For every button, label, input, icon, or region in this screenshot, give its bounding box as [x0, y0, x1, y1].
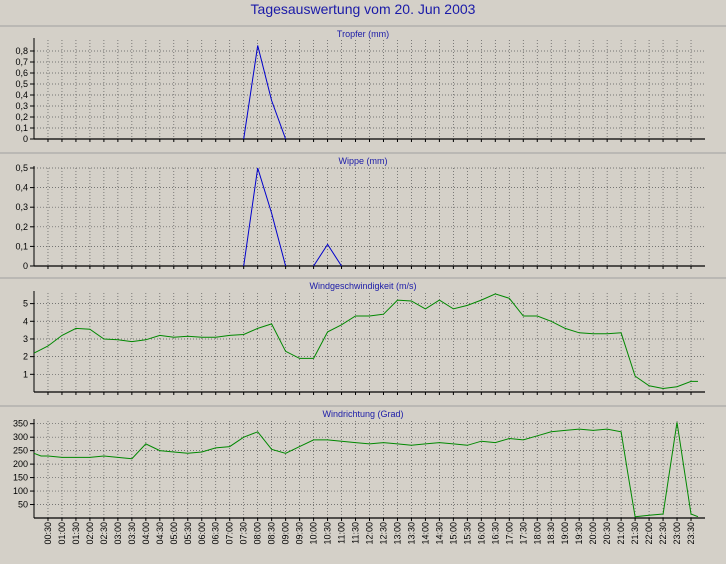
- y-tick-label: 0: [23, 261, 28, 271]
- y-tick-label: 2: [23, 352, 28, 362]
- y-tick-label: 0,4: [15, 90, 28, 100]
- y-tick-label: 1: [23, 369, 28, 379]
- x-tick-label: 22:00: [644, 522, 654, 545]
- y-tick-label: 0,4: [15, 183, 28, 193]
- x-tick-label: 04:00: [141, 522, 151, 545]
- y-tick-label: 200: [13, 459, 28, 469]
- x-tick-label: 23:30: [686, 522, 696, 545]
- y-tick-label: 100: [13, 486, 28, 496]
- page-title: Tagesauswertung vom 20. Jun 2003: [250, 1, 476, 17]
- series-line: [243, 45, 287, 140]
- y-tick-label: 50: [18, 500, 28, 510]
- x-tick-label: 20:00: [588, 522, 598, 545]
- y-tick-label: 5: [23, 299, 28, 309]
- panel-title: Tropfer (mm): [337, 29, 389, 39]
- y-tick-label: 4: [23, 316, 28, 326]
- x-tick-label: 01:00: [57, 522, 67, 545]
- x-tick-label: 11:00: [337, 522, 347, 544]
- x-tick-label: 15:30: [462, 522, 472, 545]
- x-tick-label: 12:30: [378, 522, 388, 545]
- series-line: [313, 243, 342, 267]
- x-tick-label: 14:00: [420, 522, 430, 545]
- x-tick-label: 23:00: [672, 522, 682, 545]
- x-tick-label: 11:30: [351, 522, 361, 544]
- y-tick-label: 0: [23, 134, 28, 144]
- x-tick-label: 10:30: [323, 522, 333, 545]
- x-tick-label: 22:30: [658, 522, 668, 545]
- y-tick-label: 0,5: [15, 163, 28, 173]
- y-tick-label: 150: [13, 473, 28, 483]
- x-tick-label: 07:30: [239, 522, 249, 545]
- y-tick-label: 250: [13, 446, 28, 456]
- y-tick-label: 0,7: [15, 57, 28, 67]
- panel-title: Windgeschwindigkeit (m/s): [309, 281, 416, 291]
- y-tick-label: 0,1: [15, 241, 28, 251]
- x-tick-label: 21:30: [630, 522, 640, 545]
- x-tick-label: 03:30: [127, 522, 137, 545]
- x-tick-label: 07:00: [225, 522, 235, 545]
- x-tick-label: 06:00: [197, 522, 207, 545]
- x-tick-label: 17:30: [518, 522, 528, 545]
- x-tick-label: 16:30: [490, 522, 500, 545]
- x-tick-label: 09:30: [295, 522, 305, 545]
- x-tick-label: 13:30: [406, 522, 416, 545]
- y-tick-label: 0,6: [15, 68, 28, 78]
- panel-title: Windrichtung (Grad): [322, 409, 403, 419]
- x-tick-label: 10:00: [309, 522, 319, 545]
- x-tick-label: 15:00: [448, 522, 458, 545]
- x-tick-label: 01:30: [71, 522, 81, 545]
- x-tick-label: 02:00: [85, 522, 95, 545]
- y-tick-label: 0,3: [15, 101, 28, 111]
- y-tick-label: 0,8: [15, 46, 28, 56]
- x-tick-label: 14:30: [434, 522, 444, 545]
- x-tick-label: 05:30: [183, 522, 193, 545]
- y-tick-label: 0,2: [15, 222, 28, 232]
- y-tick-label: 0,1: [15, 123, 28, 133]
- x-tick-label: 02:30: [99, 522, 109, 545]
- x-tick-label: 04:30: [155, 522, 165, 545]
- x-tick-label: 20:30: [602, 522, 612, 545]
- x-tick-label: 06:30: [211, 522, 221, 545]
- y-tick-label: 3: [23, 334, 28, 344]
- x-tick-label: 19:00: [560, 522, 570, 545]
- series-line: [33, 422, 699, 518]
- x-tick-label: 17:00: [504, 522, 514, 545]
- panel-title: Wippe (mm): [339, 156, 388, 166]
- x-tick-label: 08:30: [267, 522, 277, 545]
- x-tick-label: 18:00: [532, 522, 542, 545]
- x-tick-label: 16:00: [476, 522, 486, 545]
- series-line: [33, 293, 698, 390]
- y-tick-label: 300: [13, 432, 28, 442]
- y-tick-label: 350: [13, 419, 28, 429]
- y-tick-label: 0,2: [15, 112, 28, 122]
- series-line: [243, 167, 287, 267]
- x-tick-label: 19:30: [574, 522, 584, 545]
- x-tick-label: 18:30: [546, 522, 556, 545]
- x-tick-label: 08:00: [253, 522, 263, 545]
- x-tick-label: 03:00: [113, 522, 123, 545]
- x-tick-label: 09:00: [281, 522, 291, 545]
- x-tick-label: 13:00: [392, 522, 402, 545]
- y-tick-label: 0,3: [15, 202, 28, 212]
- x-tick-label: 12:00: [365, 522, 375, 545]
- x-tick-label: 00:30: [43, 522, 53, 545]
- x-tick-label: 05:00: [169, 522, 179, 545]
- x-tick-label: 21:00: [616, 522, 626, 545]
- y-tick-label: 0,5: [15, 79, 28, 89]
